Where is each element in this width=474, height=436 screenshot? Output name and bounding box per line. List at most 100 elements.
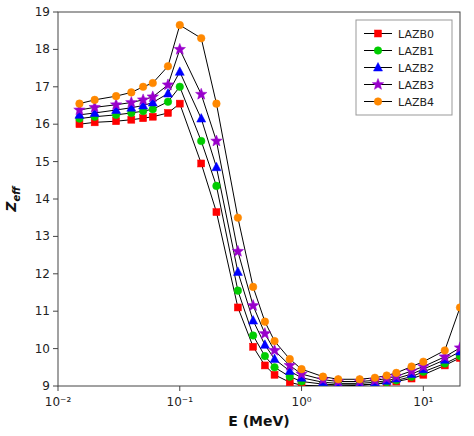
series-line (79, 49, 460, 381)
point (162, 79, 173, 90)
point (354, 376, 365, 386)
point (196, 88, 207, 99)
point (233, 267, 242, 276)
point (112, 92, 120, 100)
point (213, 209, 220, 216)
point (454, 342, 460, 353)
legend-label: LAZB4 (398, 96, 434, 109)
point (164, 109, 171, 116)
series-line (79, 25, 460, 379)
point (269, 344, 280, 355)
point (176, 83, 184, 91)
point (197, 34, 205, 42)
x-tick (58, 386, 59, 391)
legend-label: LAZB3 (398, 79, 434, 92)
point (212, 162, 221, 171)
point (356, 375, 364, 383)
point (213, 182, 221, 190)
point (198, 160, 205, 167)
point (456, 304, 460, 312)
point (176, 21, 184, 29)
point (249, 316, 258, 325)
point (261, 362, 268, 369)
point (174, 43, 185, 54)
point (137, 94, 148, 105)
y-tick-label: 18 (35, 42, 50, 56)
point (234, 304, 241, 311)
y-tick (53, 236, 58, 237)
legend-box (356, 20, 452, 115)
point (247, 300, 258, 311)
point (369, 374, 380, 385)
point (213, 100, 221, 108)
point (234, 287, 242, 295)
point (333, 376, 344, 386)
series-line (79, 104, 460, 386)
y-axis-label: Zeff (3, 185, 22, 213)
point (271, 364, 279, 372)
point (420, 358, 428, 366)
point (260, 340, 269, 349)
y-tick-label: 11 (35, 304, 50, 318)
point (149, 113, 156, 120)
point (128, 116, 135, 123)
legend-marker (374, 47, 382, 55)
plot-frame (58, 12, 460, 386)
legend-marker (374, 63, 383, 72)
point (383, 372, 391, 380)
y-tick (53, 161, 58, 162)
legend-label: LAZB1 (398, 45, 434, 58)
point (147, 91, 158, 102)
legend-marker (374, 98, 382, 106)
point (164, 62, 172, 70)
y-tick-label: 9 (42, 379, 50, 393)
point (286, 355, 294, 363)
x-tick (301, 386, 302, 391)
y-tick (53, 348, 58, 349)
y-tick-label: 16 (35, 117, 50, 131)
legend-marker (372, 79, 383, 90)
y-tick (53, 124, 58, 125)
legend-label: LAZB2 (398, 62, 434, 75)
y-tick (53, 386, 58, 387)
y-tick (53, 86, 58, 87)
point (319, 373, 327, 381)
point (139, 83, 147, 91)
point (393, 369, 401, 377)
point (371, 374, 379, 382)
point (149, 105, 157, 113)
y-tick (53, 12, 58, 13)
point (128, 89, 136, 97)
x-tick-label: 10¹ (413, 395, 433, 409)
x-axis-label: E (MeV) (228, 413, 290, 429)
point (298, 365, 306, 373)
legend-label: LAZB0 (398, 28, 434, 41)
y-tick-label: 10 (35, 342, 50, 356)
point (197, 114, 206, 123)
point (261, 352, 269, 360)
point (176, 100, 183, 107)
y-tick-label: 19 (35, 5, 50, 19)
point (149, 79, 157, 87)
chart: 10⁻²10⁻¹10⁰10¹910111213141516171819E (Me… (0, 0, 474, 436)
series-line (79, 87, 460, 385)
point (334, 375, 342, 383)
point (211, 135, 222, 146)
point (271, 371, 278, 378)
y-tick-label: 14 (35, 192, 50, 206)
y-tick (53, 311, 58, 312)
y-tick-label: 13 (35, 229, 50, 243)
point (441, 347, 449, 355)
legend: LAZB0 LAZB1 LAZB2 LAZB3 LAZB4 (356, 20, 452, 115)
y-tick-label: 12 (35, 267, 50, 281)
point (408, 363, 416, 371)
x-tick (423, 386, 424, 391)
point (175, 67, 184, 76)
y-tick-label: 15 (35, 155, 50, 169)
point (126, 97, 137, 108)
point (110, 99, 121, 110)
point (249, 283, 257, 291)
x-tick-label: 10⁻² (45, 395, 72, 409)
y-tick (53, 49, 58, 50)
x-tick-label: 10⁰ (292, 395, 312, 409)
